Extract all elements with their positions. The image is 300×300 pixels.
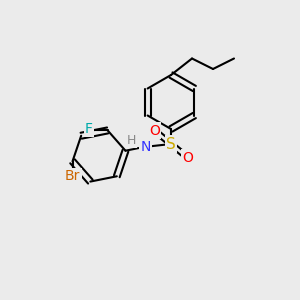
Text: F: F xyxy=(85,122,93,136)
Text: N: N xyxy=(140,140,151,154)
Text: S: S xyxy=(166,136,176,152)
Text: O: O xyxy=(182,151,193,164)
Text: O: O xyxy=(149,124,160,137)
Text: H: H xyxy=(127,134,136,147)
Text: Br: Br xyxy=(65,169,80,183)
